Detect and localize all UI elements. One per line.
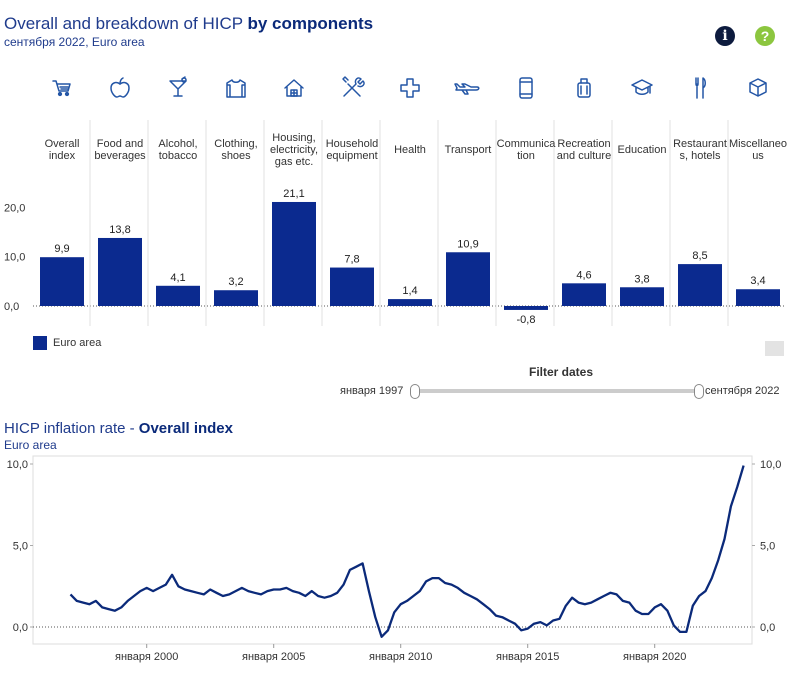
range-start-label: января 1997: [340, 385, 404, 397]
bar-value-label: 4,6: [576, 269, 591, 281]
bar[interactable]: [156, 285, 200, 306]
line-y-tick-label-left: 10,0: [7, 459, 28, 471]
chart-subtitle: сентября 2022, Euro area: [4, 35, 145, 49]
category-label: Health: [394, 144, 426, 156]
bar-legend[interactable]: Euro area: [33, 336, 101, 350]
bar-value-label: -0,8: [517, 314, 536, 326]
bar[interactable]: [620, 287, 664, 306]
inflation-line-chart: 0,0 0,0 5,0 5,0 10,0 10,0 января 2000 января 20…: [7, 455, 781, 663]
bar-value-label: 3,4: [750, 275, 765, 287]
date-range-slider[interactable]: [415, 389, 702, 393]
line-chart-title: HICP inflation rate - Overall index: [4, 420, 233, 437]
category-label: Education: [618, 144, 667, 156]
category-label: Housing, electricity, gas etc.: [270, 132, 318, 168]
shirt-icon[interactable]: [226, 79, 246, 98]
phone-icon[interactable]: [519, 77, 533, 99]
graduation-cap-icon[interactable]: [631, 79, 653, 95]
line-x-tick-label: января 2000: [115, 651, 178, 663]
luggage-icon[interactable]: [577, 78, 591, 98]
category-label: Miscellaneo us: [729, 138, 787, 162]
line-y-tick-label-right: 5,0: [760, 541, 775, 553]
cutlery-icon[interactable]: [695, 77, 706, 99]
bar-y-tick-label: 20,0: [4, 202, 25, 214]
cocktail-icon[interactable]: [169, 76, 187, 97]
range-start-handle[interactable]: [410, 384, 420, 399]
export-button[interactable]: [765, 341, 784, 356]
house-icon[interactable]: [284, 79, 304, 97]
category-label: Clothing, shoes: [214, 138, 257, 162]
tools-icon[interactable]: [342, 76, 365, 97]
bar-value-label: 9,9: [54, 243, 69, 255]
airplane-icon[interactable]: [454, 83, 480, 95]
line-x-tick-label: января 2020: [623, 651, 686, 663]
bar-value-label: 8,5: [692, 250, 707, 262]
category-label: Alcohol, tobacco: [158, 138, 197, 162]
line-chart-subtitle: Euro area: [4, 438, 57, 452]
apple-icon[interactable]: [110, 77, 130, 98]
bar[interactable]: [330, 267, 374, 306]
box-icon[interactable]: [749, 78, 767, 97]
line-y-tick-label-left: 0,0: [13, 622, 28, 634]
cross-icon[interactable]: [400, 78, 420, 98]
info-icon[interactable]: i: [715, 26, 735, 46]
bar[interactable]: [736, 289, 780, 306]
bar[interactable]: [40, 257, 84, 306]
bar[interactable]: [562, 283, 606, 306]
bar[interactable]: [678, 264, 722, 306]
cart-icon[interactable]: [52, 80, 71, 97]
filter-dates-title: Filter dates: [529, 365, 594, 379]
bar[interactable]: [98, 237, 142, 306]
bar[interactable]: [504, 306, 548, 310]
bar[interactable]: [272, 201, 316, 306]
bar-value-label: 4,1: [170, 272, 185, 284]
bar[interactable]: [446, 252, 490, 306]
category-label: Restaurant s, hotels: [673, 138, 727, 162]
bar-y-tick-label: 0,0: [4, 301, 19, 313]
category-label: Recreation and culture: [557, 138, 611, 162]
bar-y-tick-label: 10,0: [4, 252, 25, 264]
bar-value-label: 3,8: [634, 273, 649, 285]
bar[interactable]: [214, 290, 258, 306]
line-y-tick-label-right: 0,0: [760, 622, 775, 634]
help-icon[interactable]: ?: [755, 26, 775, 46]
bar-value-label: 3,2: [228, 276, 243, 288]
line-x-tick-label: января 2005: [242, 651, 305, 663]
category-label: Household equipment: [326, 138, 379, 162]
components-bar-chart: 0,0 10,0 20,0 Overall index 9,9 Food and bever…: [4, 76, 787, 326]
line-y-tick-label-right: 10,0: [760, 459, 781, 471]
category-label: Transport: [445, 144, 492, 156]
chart-title: Overall and breakdown of HICP by compone…: [4, 14, 374, 33]
bar-value-label: 21,1: [283, 188, 304, 200]
range-end-label: сентября 2022: [705, 385, 780, 397]
category-label: Overall index: [45, 138, 80, 162]
category-label: Food and beverages: [94, 138, 146, 162]
category-label: Communica tion: [497, 138, 557, 162]
line-plot-frame: [32, 455, 753, 645]
bar-value-label: 7,8: [344, 254, 359, 266]
bar-value-label: 10,9: [457, 238, 478, 250]
bar-value-label: 1,4: [402, 285, 417, 297]
line-x-tick-label: января 2010: [369, 651, 432, 663]
range-end-handle[interactable]: [694, 384, 704, 399]
inflation-series-line[interactable]: Euro area: [69, 465, 745, 638]
bar-value-label: 13,8: [109, 224, 130, 236]
legend-label: Euro area: [53, 336, 102, 349]
legend-swatch: [33, 336, 47, 350]
bar[interactable]: [388, 299, 432, 306]
line-x-tick-label: января 2015: [496, 651, 559, 663]
line-y-tick-label-left: 5,0: [13, 541, 28, 553]
